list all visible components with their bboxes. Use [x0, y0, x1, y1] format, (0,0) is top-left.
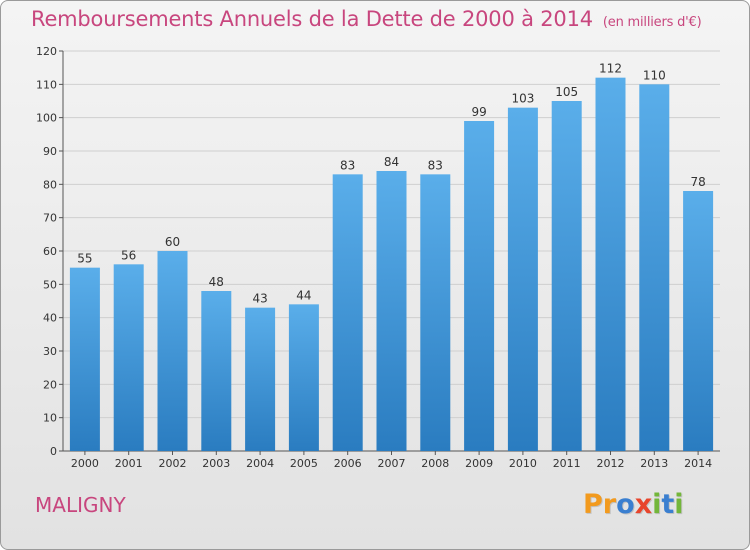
data-label-2000: 55 [77, 252, 92, 266]
data-label-2004: 43 [252, 292, 267, 306]
data-label-2005: 44 [296, 288, 311, 302]
x-tick-label-2013: 2013 [640, 457, 668, 470]
data-label-2002: 60 [165, 235, 180, 249]
chart-title: Remboursements Annuels de la Dette de 20… [31, 7, 702, 31]
x-tick-label-2010: 2010 [509, 457, 537, 470]
bar-2007 [376, 171, 407, 451]
bar-2002 [157, 251, 188, 451]
y-tick-label-40: 40 [43, 312, 57, 325]
bar-2012 [595, 77, 626, 452]
bar-2003 [201, 291, 232, 451]
x-tick-label-2009: 2009 [465, 457, 493, 470]
data-label-2003: 48 [209, 275, 224, 289]
logo-letter-3: x [634, 489, 653, 520]
y-tick-label-10: 10 [43, 412, 57, 425]
bar-2013 [639, 84, 670, 451]
logo-letter-1: r [602, 489, 617, 520]
data-label-2013: 110 [643, 68, 666, 82]
y-tick-label-50: 50 [43, 278, 57, 291]
x-tick-label-2001: 2001 [115, 457, 143, 470]
commune-name: MALIGNY [35, 493, 126, 517]
bar-2006 [332, 174, 363, 452]
y-tick-label-100: 100 [36, 112, 57, 125]
data-label-2009: 99 [471, 105, 486, 119]
data-label-2007: 84 [384, 155, 399, 169]
data-label-2006: 83 [340, 158, 355, 172]
chart-unit-note: (en milliers d'€) [602, 15, 702, 30]
data-label-2012: 112 [599, 62, 622, 76]
x-tick-label-2005: 2005 [290, 457, 318, 470]
proxiti-logo[interactable]: Proxiti [583, 489, 684, 520]
data-labels: 55 56 60 48 43 44 83 84 83 99 103 105 112 110 78 [77, 62, 705, 306]
x-tick-label-2008: 2008 [421, 457, 449, 470]
data-label-2008: 83 [428, 158, 443, 172]
y-tick-label-20: 20 [43, 378, 57, 391]
bar-2010 [507, 107, 538, 452]
y-tick-label-120: 120 [36, 45, 57, 58]
x-tick-label-2011: 2011 [553, 457, 581, 470]
bar-2000 [69, 267, 100, 451]
y-tick-label-0: 0 [50, 445, 57, 458]
logo-letter-4: i [652, 489, 662, 520]
y-tick-label-70: 70 [43, 212, 57, 225]
x-tick-label-2002: 2002 [159, 457, 187, 470]
x-tick-label-2000: 2000 [71, 457, 99, 470]
x-tick-label-2003: 2003 [202, 457, 230, 470]
y-tick-label-80: 80 [43, 178, 57, 191]
chart-title-text: Remboursements Annuels de la Dette de 20… [31, 7, 593, 31]
bar-2001 [113, 264, 144, 451]
data-label-2010: 103 [511, 92, 534, 106]
logo-letter-6: i [674, 489, 684, 520]
axes: 0 10 20 30 40 50 60 70 80 90 100 110 120 2000 2001 2002… [36, 45, 720, 470]
bar-2014 [683, 191, 714, 451]
data-label-2014: 78 [690, 175, 705, 189]
bar-2005 [288, 304, 319, 451]
bar-2008 [420, 174, 451, 452]
y-tick-label-30: 30 [43, 345, 57, 358]
bar-2004 [245, 307, 276, 451]
bars [69, 77, 714, 452]
data-label-2011: 105 [555, 85, 578, 99]
bar-2009 [464, 121, 495, 451]
logo-letter-2: o [616, 489, 635, 520]
x-tick-label-2007: 2007 [378, 457, 406, 470]
x-tick-label-2012: 2012 [597, 457, 625, 470]
bar-2011 [551, 101, 582, 451]
x-tick-label-2014: 2014 [684, 457, 712, 470]
y-tick-label-90: 90 [43, 145, 57, 158]
y-tick-label-110: 110 [36, 78, 57, 91]
y-tick-label-60: 60 [43, 245, 57, 258]
x-tick-label-2004: 2004 [246, 457, 274, 470]
x-tick-label-2006: 2006 [334, 457, 362, 470]
logo-letter-5: t [661, 489, 675, 520]
data-label-2001: 56 [121, 248, 136, 262]
logo-letter-0: P [583, 489, 603, 520]
